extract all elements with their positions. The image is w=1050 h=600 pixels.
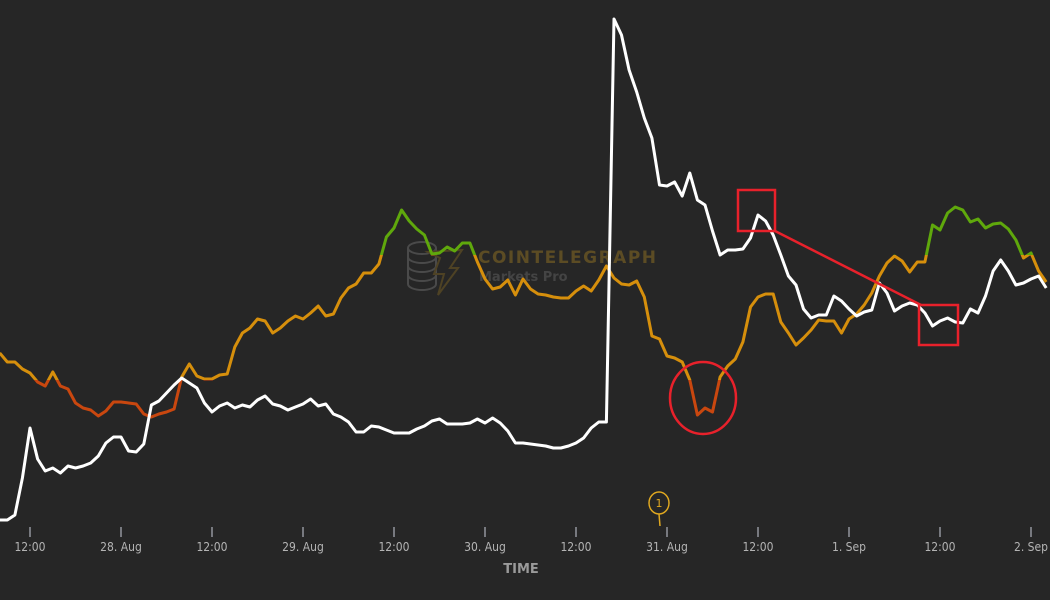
highlight-box-right (917, 303, 960, 347)
event-flag-label: 1 (656, 497, 663, 510)
x-tick-label: 12:00 (378, 540, 409, 554)
lightning-logo-icon (424, 248, 464, 296)
x-tick-label: 12:00 (924, 540, 955, 554)
x-tick-label: 12:00 (742, 540, 773, 554)
x-tick-label: 31. Aug (646, 540, 688, 554)
series-layer (0, 17, 1048, 522)
highlight-box-left (736, 188, 777, 233)
x-tick-label: 29. Aug (282, 540, 324, 554)
series-line-orange-low (33, 380, 721, 419)
x-tick-label: 12:00 (14, 540, 45, 554)
highlight-circle (668, 360, 738, 436)
annotations (668, 188, 960, 436)
x-axis: 12:00 28. Aug 12:00 29. Aug 12:00 30. Aug 12:0… (14, 527, 1048, 554)
event-flag-stem (658, 513, 661, 527)
series-line-white (0, 17, 1048, 522)
x-tick-label: 28. Aug (100, 540, 142, 554)
divergence-connector-line (774, 229, 922, 307)
x-tick-label: 12:00 (196, 540, 227, 554)
event-flag[interactable]: 1 (648, 491, 670, 527)
coin-stack-logo-icon (407, 241, 437, 291)
series-line-orange-high (379, 205, 1034, 255)
series-line-orange-mid (0, 255, 1048, 380)
event-flag-circle[interactable] (648, 491, 670, 515)
x-tick-label: 1. Sep (832, 540, 866, 554)
watermark: COINTELEGRAPH Markets Pro (407, 241, 658, 296)
x-tick-label: 2. Sep (1014, 540, 1048, 554)
x-tick-label: 30. Aug (464, 540, 506, 554)
watermark-brand: COINTELEGRAPH (478, 248, 658, 268)
watermark-product: Markets Pro (479, 270, 568, 285)
x-axis-title: TIME (503, 562, 539, 577)
x-tick-label: 12:00 (560, 540, 591, 554)
